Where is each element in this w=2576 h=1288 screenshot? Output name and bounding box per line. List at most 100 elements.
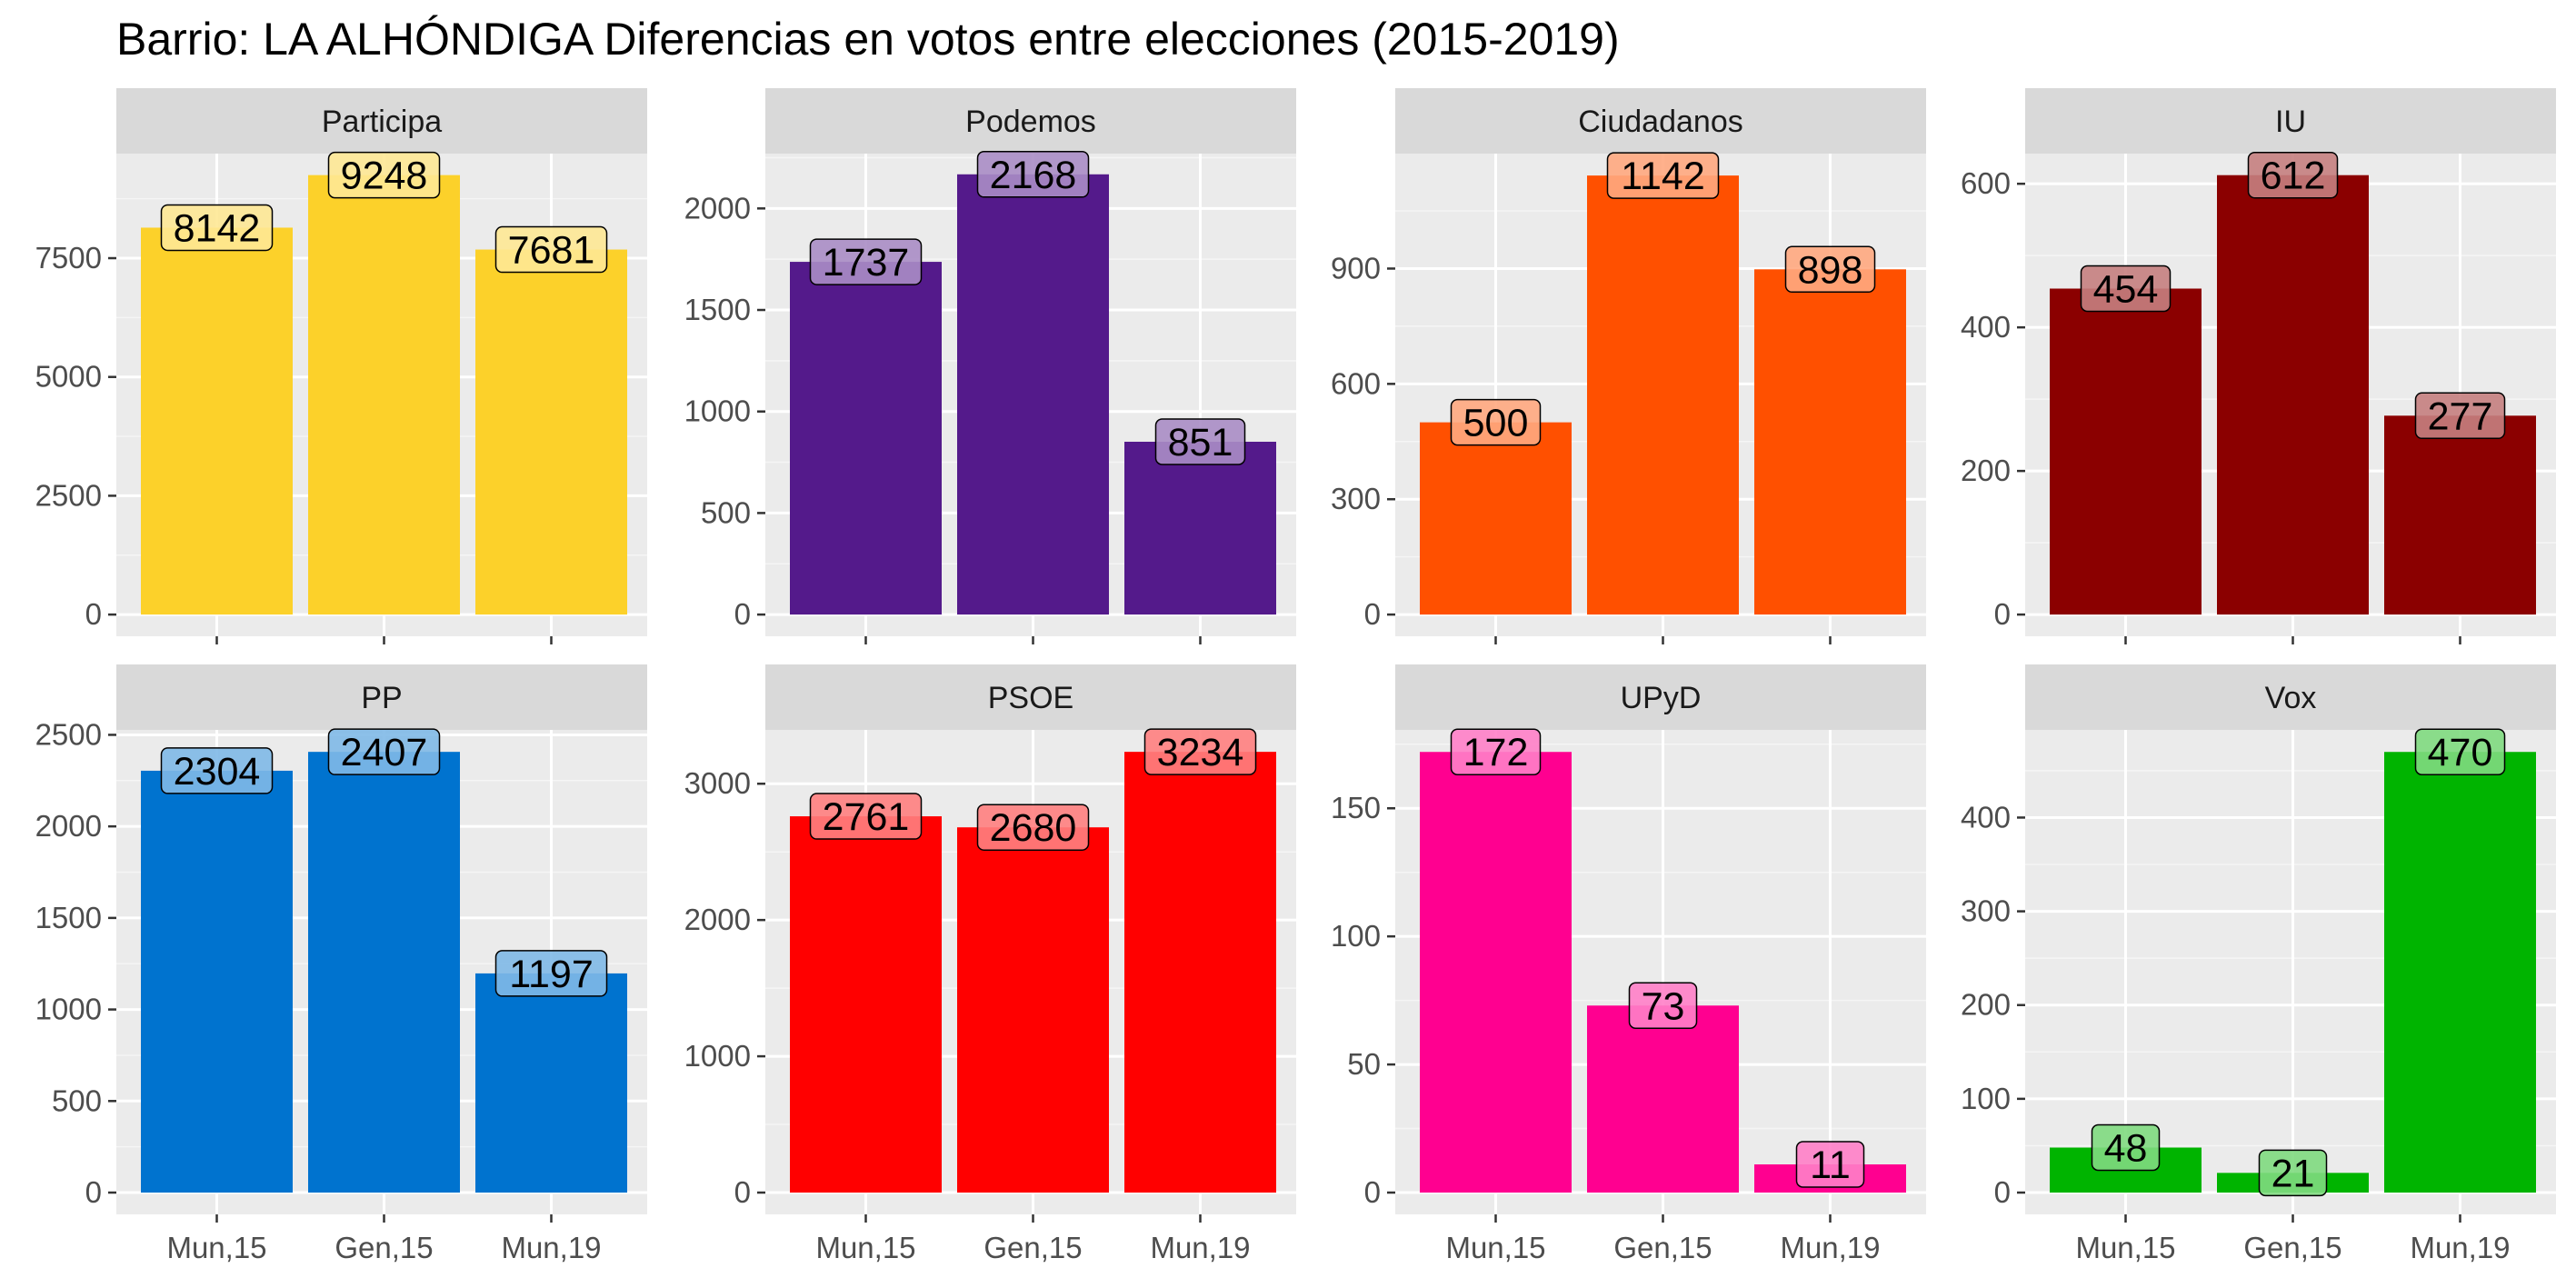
y-tick-label: 0	[85, 597, 102, 631]
x-tick-label: Mun,15	[815, 1231, 915, 1264]
data-label: 500	[1463, 402, 1529, 445]
y-tick-label: 0	[1994, 1175, 2011, 1209]
data-label-box	[494, 225, 608, 274]
y-tick-label: 600	[1331, 366, 1381, 400]
facet-strip-label: UPyD	[1621, 681, 1702, 715]
data-label-box	[976, 804, 1090, 851]
data-label: 612	[2261, 155, 2326, 198]
x-tick-label: Gen,15	[1613, 1231, 1712, 1264]
facet-strip-label: Participa	[322, 105, 442, 139]
data-label-box	[327, 151, 441, 199]
facet-panel-vox: Vox 0 100 200 300 400 48 21 470 Mun,15 Gen,15 Mun,1…	[1961, 664, 2556, 1264]
y-tick-label: 0	[734, 597, 751, 631]
data-label-box	[494, 950, 608, 997]
data-label: 1737	[823, 241, 910, 285]
y-tick-label: 500	[701, 495, 751, 529]
data-label: 454	[2093, 267, 2159, 311]
bar-mun-15	[141, 227, 293, 615]
y-tick-label: 0	[1364, 1175, 1381, 1209]
x-tick-label: Mun,19	[1780, 1231, 1880, 1264]
y-tick-label: 2000	[684, 903, 751, 936]
y-tick-label: 200	[1961, 988, 2011, 1022]
data-label-box	[1154, 418, 1246, 465]
data-label: 11	[1810, 1143, 1851, 1187]
data-label-box	[976, 151, 1090, 198]
data-label-box	[1795, 1141, 1865, 1188]
y-tick-label: 0	[1994, 597, 2011, 631]
data-label-box	[2414, 392, 2506, 440]
facet-strip-label: Vox	[2265, 681, 2317, 715]
x-tick-label: Mun,19	[501, 1231, 601, 1264]
data-label-box	[1784, 245, 1876, 294]
data-label-box	[1450, 728, 1542, 775]
data-label-box	[1606, 152, 1720, 199]
facet-strip	[116, 88, 647, 154]
bar-mun-15	[790, 816, 942, 1193]
facet-strip	[1395, 88, 1926, 154]
y-tick-label: 400	[1961, 800, 2011, 834]
data-label: 277	[2428, 394, 2493, 438]
facet-panel-ciudadanos: Ciudadanos 0 300 600 900 500 1142 898	[1331, 88, 1926, 644]
data-label: 8142	[174, 206, 261, 250]
data-label-box	[2247, 151, 2339, 199]
y-tick-label: 300	[1331, 482, 1381, 515]
facet-strip	[116, 664, 647, 730]
bar-mun-19	[2384, 415, 2536, 615]
facet-strip-label: PSOE	[988, 681, 1073, 715]
y-tick-label: 400	[1961, 310, 2011, 344]
data-label-box	[1450, 398, 1542, 446]
bar-mun-15	[790, 262, 942, 615]
bar-mun-15	[1420, 422, 1572, 615]
x-tick-label: Mun,19	[2410, 1231, 2510, 1264]
bar-gen-15	[957, 827, 1109, 1193]
facet-strip	[765, 664, 1296, 730]
bar-gen-15	[308, 175, 460, 615]
bar-gen-15	[1587, 175, 1739, 615]
y-tick-label: 150	[1331, 791, 1381, 824]
data-label: 21	[2271, 1152, 2315, 1195]
y-tick-label: 1000	[684, 1039, 751, 1073]
facet-panel-podemos: Podemos 0 500 1000 1500 2000 1737 2168 851	[684, 88, 1296, 644]
facet-strip	[2025, 88, 2556, 154]
y-tick-label: 5000	[35, 360, 102, 394]
y-tick-label: 100	[1961, 1082, 2011, 1115]
bar-mun-15	[1420, 752, 1572, 1193]
facet-panel-upyd: UPyD 0 50 100 150 172 73 11 Mun,15 Gen,15 Mun,19	[1331, 664, 1926, 1264]
x-tick-label: Mun,15	[166, 1231, 266, 1264]
y-tick-label: 0	[85, 1175, 102, 1209]
bar-mun-19	[1754, 269, 1906, 615]
facet-strip	[2025, 664, 2556, 730]
x-tick-label: Mun,15	[1445, 1231, 1545, 1264]
facet-panel-pp: PP 0 500 1000 1500 2000 2500 2304 2407 1197 Mun,15…	[35, 664, 647, 1264]
bar-gen-15	[308, 752, 460, 1193]
data-label-box	[1143, 728, 1257, 775]
data-label: 1197	[509, 953, 593, 996]
data-label: 2761	[823, 795, 910, 839]
data-label-box	[160, 747, 274, 794]
y-tick-label: 1500	[684, 293, 751, 326]
facet-strip-label: IU	[2275, 105, 2306, 139]
y-tick-label: 1500	[35, 901, 102, 934]
data-label-box	[2258, 1149, 2328, 1197]
facet-strip	[1395, 664, 1926, 730]
facet-panel-psoe: PSOE 0 1000 2000 3000 2761 2680 3234 Mun,15 Gen,1…	[684, 664, 1296, 1264]
data-label-box	[809, 793, 923, 840]
bar-mun-19	[1124, 441, 1276, 615]
data-label: 851	[1168, 421, 1233, 464]
y-tick-label: 1000	[684, 394, 751, 428]
bar-mun-19	[475, 249, 627, 615]
facet-panel-participa: Participa 0 2500 5000 7500 8142 9248 7681	[35, 88, 647, 644]
bar-mun-19	[475, 973, 627, 1193]
data-label-box	[809, 238, 923, 285]
bar-gen-15	[2217, 175, 2369, 615]
y-tick-label: 500	[52, 1083, 102, 1117]
facet-strip	[765, 88, 1296, 154]
chart-title: Barrio: LA ALHÓNDIGA Diferencias en voto…	[116, 14, 1620, 65]
y-tick-label: 2500	[35, 717, 102, 751]
data-label: 73	[1642, 984, 1685, 1028]
data-label: 48	[2104, 1127, 2148, 1171]
bar-mun-19	[2384, 752, 2536, 1193]
y-tick-label: 50	[1347, 1047, 1381, 1081]
data-label-box	[160, 204, 274, 252]
